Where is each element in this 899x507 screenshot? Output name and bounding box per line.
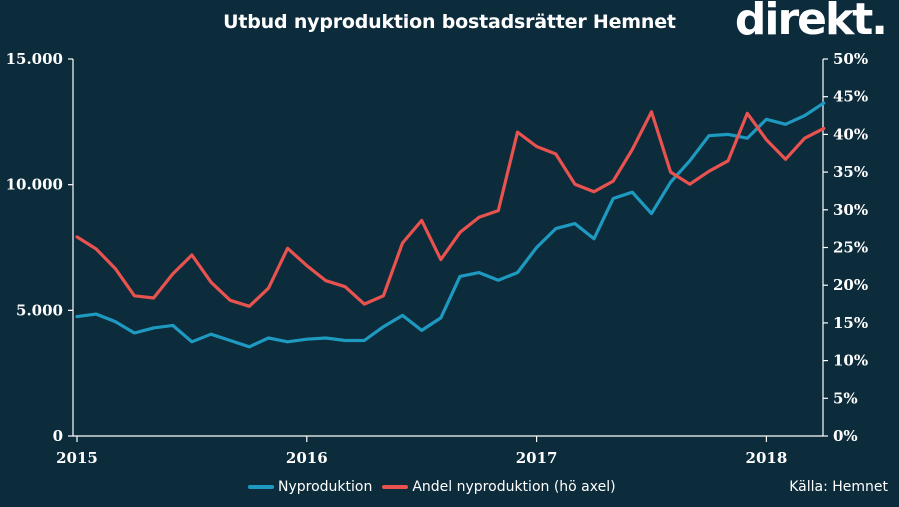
left-y-tick-label: 15.000 <box>6 50 63 68</box>
right-y-tick-label: 20% <box>833 276 868 294</box>
chart-legend: Nyproduktion Andel nyproduktion (hö axel… <box>248 477 626 497</box>
right-y-tick-label: 35% <box>833 163 868 181</box>
right-y-tick-label: 10% <box>833 352 868 370</box>
left-y-tick-label: 10.000 <box>6 176 63 194</box>
right-y-tick-label: 40% <box>833 125 868 143</box>
right-y-tick-label: 0% <box>833 427 858 445</box>
source-note: Källa: Hemnet <box>789 479 888 495</box>
right-y-tick-label: 30% <box>833 201 868 219</box>
legend-label-nyproduktion: Nyproduktion <box>278 479 373 495</box>
x-tick-label: 2016 <box>286 449 328 467</box>
legend-item-andel: Andel nyproduktion (hö axel) <box>382 479 616 495</box>
right-y-tick-label: 50% <box>833 50 868 68</box>
legend-swatch-nyproduktion <box>248 485 274 489</box>
direkt-logo: direkt. <box>734 0 888 45</box>
right-y-tick-label: 5% <box>833 389 858 407</box>
series-line-nyproduktion <box>75 101 826 349</box>
legend-swatch-andel <box>382 485 409 489</box>
legend-item-nyproduktion: Nyproduktion <box>248 479 372 495</box>
right-y-tick-label: 15% <box>833 314 868 332</box>
right-y-tick-label: 25% <box>833 239 868 257</box>
x-tick-label: 2015 <box>56 449 98 467</box>
legend-label-andel: Andel nyproduktion (hö axel) <box>412 479 616 495</box>
series-line-andel <box>75 110 826 308</box>
x-tick-label: 2018 <box>746 449 788 467</box>
left-y-tick-label: 0 <box>53 427 63 445</box>
chart-title: Utbud nyproduktion bostadsrätter Hemnet <box>223 11 676 33</box>
right-y-tick-label: 45% <box>833 88 868 106</box>
x-tick-label: 2017 <box>516 449 558 467</box>
left-y-tick-label: 5.000 <box>16 301 63 319</box>
